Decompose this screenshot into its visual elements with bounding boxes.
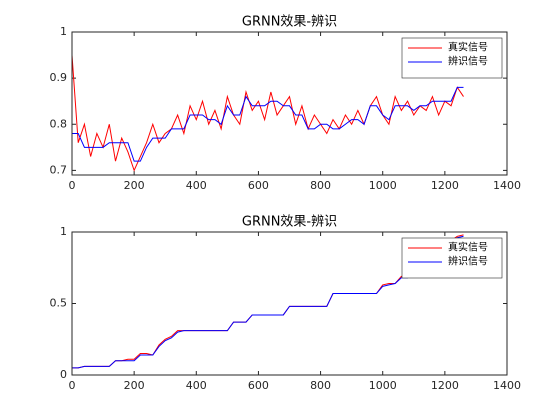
y-tick-label: 0.5 bbox=[50, 297, 68, 310]
x-tick-label: 0 bbox=[69, 179, 76, 192]
legend-box bbox=[401, 237, 503, 279]
x-tick-label: 0 bbox=[69, 379, 76, 392]
x-tick-label: 200 bbox=[124, 379, 145, 392]
y-tick-label: 0.7 bbox=[50, 163, 68, 176]
x-tick-label: 800 bbox=[310, 179, 331, 192]
x-tick-label: 200 bbox=[124, 179, 145, 192]
axes-box bbox=[71, 31, 508, 176]
legend-box bbox=[401, 37, 503, 79]
x-tick-label: 400 bbox=[186, 379, 207, 392]
x-tick-label: 1400 bbox=[493, 379, 521, 392]
x-tick-label: 1200 bbox=[431, 379, 459, 392]
legend-label: 辨识信号 bbox=[448, 55, 488, 68]
x-tick-label: 1000 bbox=[369, 379, 397, 392]
legend-label: 真实信号 bbox=[448, 41, 488, 54]
y-tick-label: 1 bbox=[60, 25, 67, 38]
y-tick-label: 0 bbox=[60, 368, 67, 381]
data-line bbox=[72, 235, 464, 369]
x-tick-label: 1000 bbox=[369, 179, 397, 192]
chart-title: GRNN效果-辨识 bbox=[242, 215, 337, 230]
x-tick-label: 800 bbox=[310, 379, 331, 392]
legend-label: 真实信号 bbox=[448, 241, 488, 254]
y-tick-label: 1 bbox=[60, 225, 67, 238]
x-tick-label: 400 bbox=[186, 179, 207, 192]
x-tick-label: 1400 bbox=[493, 179, 521, 192]
chart-title: GRNN效果-辨识 bbox=[242, 15, 337, 30]
x-tick-label: 600 bbox=[248, 379, 269, 392]
axes-box bbox=[71, 231, 508, 376]
legend-label: 辨识信号 bbox=[448, 255, 488, 268]
x-tick-label: 1200 bbox=[431, 179, 459, 192]
data-line bbox=[72, 86, 464, 162]
y-tick-label: 0.9 bbox=[50, 71, 68, 84]
y-tick-label: 0.8 bbox=[50, 117, 68, 130]
x-tick-label: 600 bbox=[248, 179, 269, 192]
data-line bbox=[71, 55, 464, 172]
